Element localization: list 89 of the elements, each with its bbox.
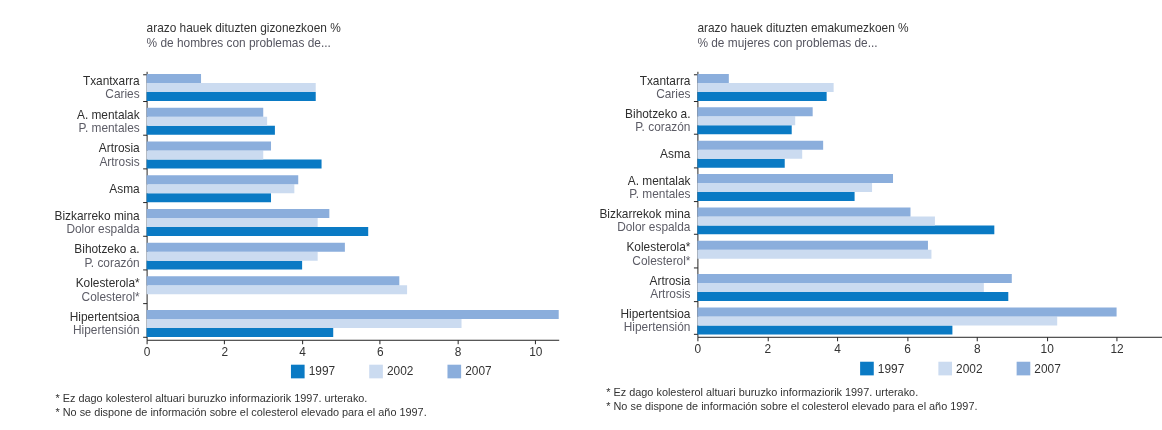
text: * Ez dago kolesterol altuari buruzko informaziorik 1997. urterako. [606,386,919,399]
bar [146,92,316,101]
x-tick-label: 8 [454,345,462,360]
bar [697,116,796,126]
bar [697,307,1117,317]
legend-label: 1997 [308,364,336,379]
bar [146,208,330,218]
bar [697,325,953,335]
x-tick-label: 2 [221,345,229,360]
bar [697,140,824,150]
bar [697,174,894,184]
bar [146,251,318,261]
legend-label: 2002 [956,361,983,376]
x-tick-label: 0 [694,342,702,357]
x-tick-label: 10 [529,345,543,360]
bar [146,226,369,236]
category-label: Artrosia Artrosis [649,273,691,302]
category-label: A. mentalak P. mentales [627,173,691,202]
category-label: Txantarra Caries [639,73,691,101]
bar [697,274,1012,284]
bar [146,116,268,126]
bar [146,74,202,83]
chart-subtitle: % de hombres con problemas de... [146,35,331,50]
bar [697,207,911,217]
bar [697,225,995,235]
bar [697,216,935,226]
category-label: Bihotzeko a. P. corazón [625,106,691,135]
bar [697,107,813,117]
bar [146,310,559,320]
legend-label: 1997 [877,361,905,376]
chart-title: arazo hauek dituzten emakumezkoen % [697,20,910,35]
bar [146,217,318,227]
bar [697,125,792,135]
category-label: Hipertentsioa Hipertensión [69,309,140,338]
x-tick-label: 10 [1040,342,1055,357]
x-tick-label: 4 [299,345,307,360]
x-tick-label: 6 [904,342,912,357]
bar [146,150,264,160]
category-label: Kolesterola* Colesterol* [75,276,140,304]
bar [146,141,272,151]
x-tick-label: 8 [974,342,982,357]
x-tick-label: 12 [1110,342,1124,357]
chart-title: arazo hauek dituzten gizonezkoen % [146,20,342,35]
bar [697,82,834,92]
chart-subtitle: % de mujeres con problemas de... [697,35,878,50]
bar [146,319,462,329]
text: * Ez dago kolesterol altuari buruzko informaziorik 1997. urterako. [55,392,368,405]
bar [697,73,729,83]
x-tick-label: 4 [834,342,842,357]
bar [697,91,827,101]
bar [146,83,316,92]
bar [146,328,334,338]
legend-label: 2007 [465,364,492,379]
bar [697,158,785,168]
bar [697,149,803,159]
bar [697,192,855,202]
x-tick-label: 0 [143,345,151,360]
bar [697,240,928,250]
category-label: Bizkarreko mina Dolor espalda [54,208,140,237]
bar [146,175,299,185]
category-label: Bizkarrekok mina Dolor espalda [599,207,691,235]
bar [146,276,400,286]
legend-label: 2002 [386,364,414,379]
bar [697,292,1009,302]
y-tick-label: Asma [109,181,141,196]
bar [697,183,873,193]
bar [697,316,1058,326]
bar [697,249,932,259]
x-tick-label: 2 [764,342,772,357]
text: * No se dispone de información sobre el colesterol elevado para el año 1997. [55,406,427,419]
legend-label: 2007 [1034,361,1061,376]
category-label: Artrosia Artrosis [98,141,140,169]
bar [146,159,322,169]
y-tick-label: Asma [660,146,691,161]
bar [146,125,275,135]
bar [146,242,345,252]
category-label: Bihotzeko a. P. corazón [74,242,140,270]
category-label: Kolesterola* Colesterol* [626,240,691,268]
x-tick-label: 6 [377,345,385,360]
text: * No se dispone de información sobre el colesterol elevado para el año 1997. [606,400,978,413]
category-label: Hipertentsioa Hipertensión [620,307,691,335]
category-label: Txantxarra Caries [82,73,140,102]
bar [146,285,408,295]
category-label: A. mentalak P. mentales [76,107,140,135]
bar [146,193,272,203]
bar [697,283,984,293]
bar [146,107,264,117]
bar [146,260,303,270]
bar [146,184,295,194]
